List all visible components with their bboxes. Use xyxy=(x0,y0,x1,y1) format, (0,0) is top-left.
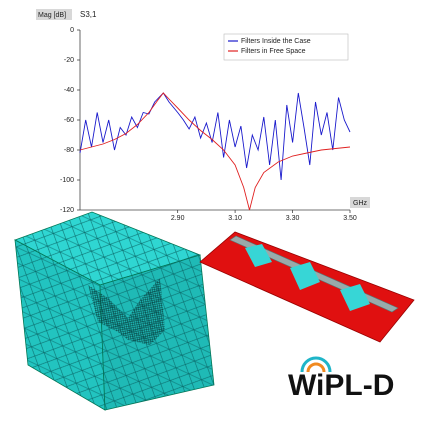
legend-label: Filters in Free Space xyxy=(241,48,306,55)
series-line xyxy=(79,92,351,211)
subtitle: S3,1 xyxy=(80,10,97,19)
legend xyxy=(223,33,349,61)
y-tick-label: -20 xyxy=(64,57,74,64)
x-tick-label: 3.30 xyxy=(286,215,300,222)
x-tick-label: 3.50 xyxy=(343,215,357,222)
y-axis-label: Mag [dB] xyxy=(38,12,66,19)
y-tick-label: -100 xyxy=(60,177,74,184)
legend-label: Filters Inside the Case xyxy=(241,38,311,45)
series-line xyxy=(79,92,351,181)
xlabel-box xyxy=(350,197,370,208)
x-axis-label: GHz xyxy=(353,200,368,207)
y-tick-label: -120 xyxy=(60,207,74,214)
x-tick-label: 2.90 xyxy=(171,215,185,222)
y-tick-label: -80 xyxy=(64,147,74,154)
y-tick-label: -40 xyxy=(64,87,74,94)
logo: WiPL-D xyxy=(288,356,394,402)
y-tick-label: -60 xyxy=(64,117,74,124)
logo-text: WiPL-D xyxy=(288,369,394,402)
ylabel-box xyxy=(36,9,72,20)
filter-board xyxy=(199,231,415,343)
x-tick-label: 3.10 xyxy=(228,215,242,222)
mesh-box xyxy=(14,211,215,411)
y-tick-label: 0 xyxy=(70,27,74,34)
